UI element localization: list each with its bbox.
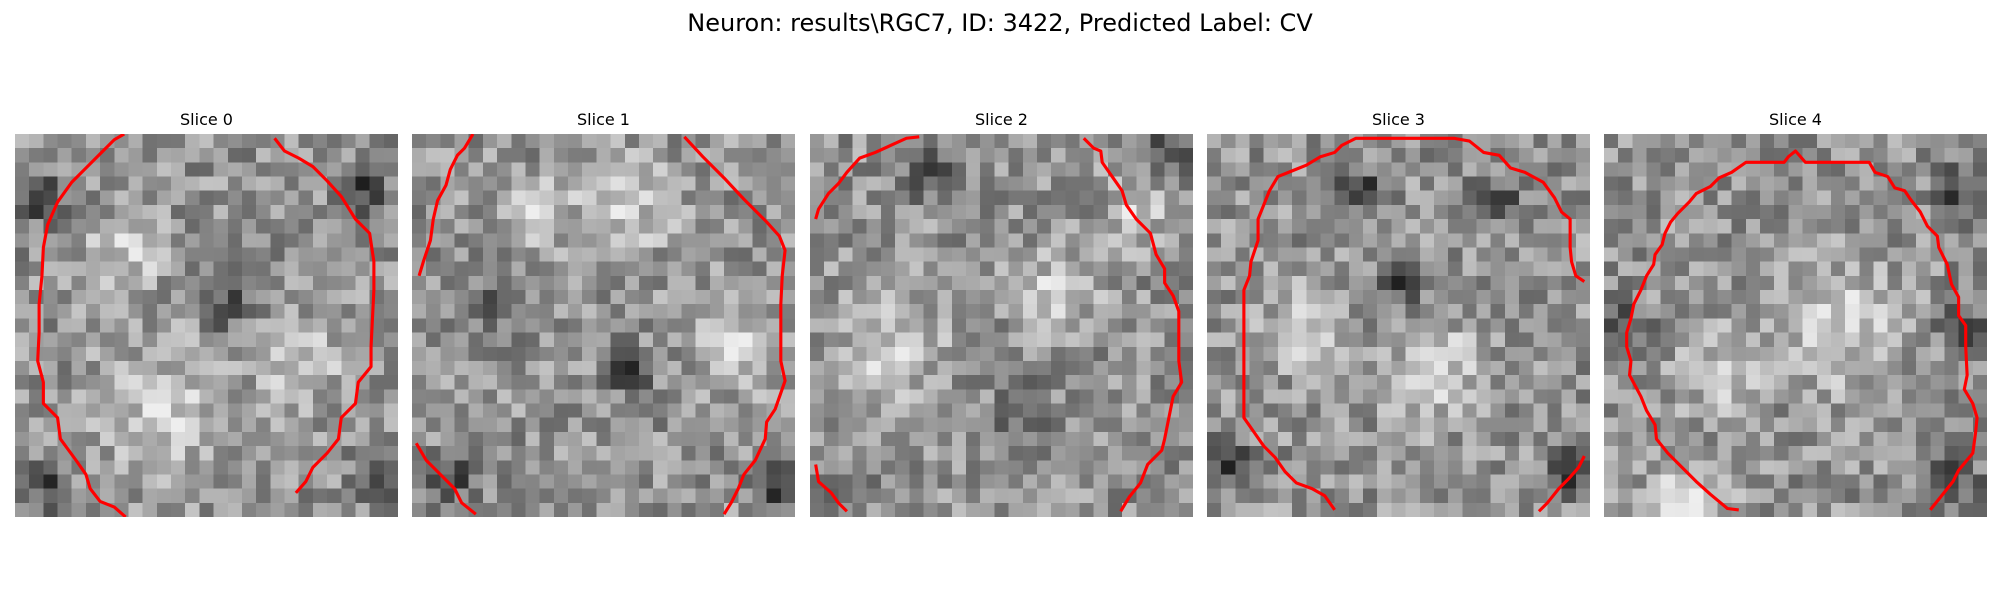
boundary-contour xyxy=(273,137,376,494)
slice-panel-3: Slice 3 xyxy=(1207,110,1590,517)
slice-image xyxy=(1207,134,1590,517)
boundary-contour xyxy=(1625,149,1979,512)
pixel-grid xyxy=(810,134,1193,517)
boundary-contour xyxy=(683,135,787,515)
slice-image xyxy=(1604,134,1987,517)
pixel-grid xyxy=(15,134,398,517)
slice-panel-1: Slice 1 xyxy=(412,110,795,517)
slice-title: Slice 2 xyxy=(975,110,1028,129)
boundary-contour xyxy=(1537,455,1586,513)
figure-title: Neuron: results\RGC7, ID: 3422, Predicte… xyxy=(687,9,1313,37)
boundary-contour xyxy=(414,442,477,516)
slice-image xyxy=(810,134,1193,517)
slice-panel-0: Slice 0 xyxy=(15,110,398,517)
boundary-contour xyxy=(1082,137,1184,513)
pixel-grid xyxy=(1207,134,1590,517)
slice-title: Slice 0 xyxy=(180,110,233,129)
pixel-grid xyxy=(412,134,795,517)
boundary-contour xyxy=(1242,136,1586,511)
slice-image xyxy=(15,134,398,517)
slice-title: Slice 4 xyxy=(1769,110,1822,129)
slice-panel-4: Slice 4 xyxy=(1604,110,1987,517)
pixel-grid xyxy=(1604,134,1987,517)
boundary-contour xyxy=(417,134,475,277)
boundary-contour xyxy=(814,464,848,513)
slice-panel-2: Slice 2 xyxy=(810,110,1193,517)
slice-title: Slice 3 xyxy=(1372,110,1425,129)
boundary-contour xyxy=(814,135,920,220)
slice-image xyxy=(412,134,795,517)
slice-title: Slice 1 xyxy=(577,110,630,129)
boundary-contour xyxy=(36,134,127,517)
